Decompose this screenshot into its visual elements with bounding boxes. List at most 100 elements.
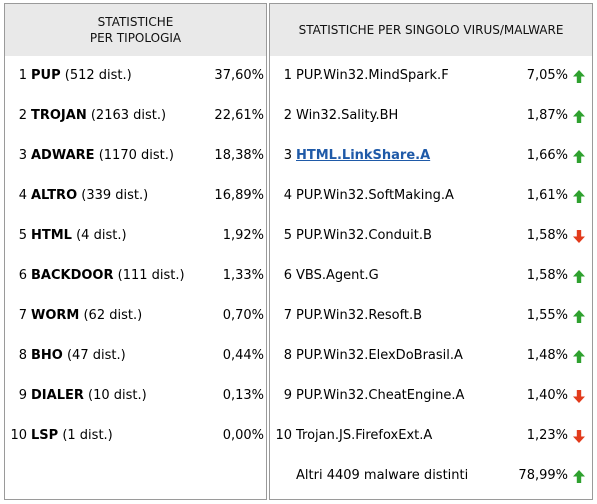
malware-name: PUP.Win32.SoftMaking.A xyxy=(296,188,454,203)
type-name: HTML xyxy=(31,228,72,243)
type-percent: 0,13% xyxy=(222,388,264,403)
malware-row: 3 HTML.LinkShare.A 1,66% xyxy=(270,146,592,166)
malware-statistics-header: STATISTICHE PER SINGOLO VIRUS/MALWARE xyxy=(270,4,592,56)
type-name: TROJAN xyxy=(31,108,87,123)
type-row: 4 ALTRO (339 dist.) 16,89% xyxy=(5,186,266,206)
other-malware-row: Altri 4409 malware distinti 78,99% xyxy=(270,466,592,486)
malware-percent: 1,23% xyxy=(526,428,568,443)
type-percent: 18,38% xyxy=(214,148,264,163)
malware-name: PUP.Win32.Conduit.B xyxy=(296,228,432,243)
malware-rank: 8 xyxy=(283,348,292,363)
malware-rank: 1 xyxy=(283,68,292,83)
malware-name: Win32.Sality.BH xyxy=(296,108,399,123)
type-rank: 1 xyxy=(18,68,27,83)
malware-rank: 7 xyxy=(283,308,292,323)
type-rank: 5 xyxy=(18,228,27,243)
type-rank: 4 xyxy=(18,188,27,203)
type-detail: (339 dist.) xyxy=(81,188,149,203)
malware-name: PUP.Win32.Resoft.B xyxy=(296,308,423,323)
type-name: ALTRO xyxy=(31,188,78,203)
malware-rank: 9 xyxy=(283,388,292,403)
type-name: DIALER xyxy=(31,388,84,403)
type-label: DIALER (10 dist.) xyxy=(31,386,147,406)
type-rank: 3 xyxy=(18,148,27,163)
type-name: WORM xyxy=(31,308,80,323)
malware-name: VBS.Agent.G xyxy=(296,268,379,283)
type-row: 1 PUP (512 dist.) 37,60% xyxy=(5,66,266,86)
type-row: 8 BHO (47 dist.) 0,44% xyxy=(5,346,266,366)
type-label: HTML (4 dist.) xyxy=(31,226,127,246)
malware-rank: 4 xyxy=(283,188,292,203)
malware-percent: 1,40% xyxy=(526,388,568,403)
malware-name: Trojan.JS.FirefoxExt.A xyxy=(296,428,433,443)
type-rank: 2 xyxy=(18,108,27,123)
type-rank: 7 xyxy=(18,308,27,323)
malware-name-link[interactable]: HTML.LinkShare.A xyxy=(296,148,431,163)
malware-row: 10 Trojan.JS.FirefoxExt.A 1,23% xyxy=(270,426,592,446)
type-detail: (47 dist.) xyxy=(66,348,126,363)
malware-rank: 2 xyxy=(283,108,292,123)
malware-row: 2 Win32.Sality.BH 1,87% xyxy=(270,106,592,126)
type-name: LSP xyxy=(31,428,59,443)
trend-up-arrow-icon xyxy=(573,270,585,283)
trend-down-arrow-icon xyxy=(573,390,585,403)
malware-rank: 3 xyxy=(283,148,292,163)
type-name: BACKDOOR xyxy=(31,268,114,283)
malware-rank: 10 xyxy=(275,428,292,443)
malware-row: 6 VBS.Agent.G 1,58% xyxy=(270,266,592,286)
type-detail: (62 dist.) xyxy=(83,308,143,323)
type-percent: 22,61% xyxy=(214,108,264,123)
type-rank: 10 xyxy=(10,428,27,443)
type-percent: 0,00% xyxy=(222,428,264,443)
type-percent: 1,92% xyxy=(222,228,264,243)
type-row: 2 TROJAN (2163 dist.) 22,61% xyxy=(5,106,266,126)
type-rank: 6 xyxy=(18,268,27,283)
type-detail: (1 dist.) xyxy=(62,428,113,443)
malware-row: 5 PUP.Win32.Conduit.B 1,58% xyxy=(270,226,592,246)
trend-down-arrow-icon xyxy=(573,430,585,443)
type-percent: 16,89% xyxy=(214,188,264,203)
type-detail: (111 dist.) xyxy=(117,268,185,283)
type-name: PUP xyxy=(31,68,61,83)
type-label: PUP (512 dist.) xyxy=(31,66,132,86)
malware-row: 9 PUP.Win32.CheatEngine.A 1,40% xyxy=(270,386,592,406)
malware-percent: 1,61% xyxy=(526,188,568,203)
type-label: ALTRO (339 dist.) xyxy=(31,186,148,206)
type-row: 10 LSP (1 dist.) 0,00% xyxy=(5,426,266,446)
type-percent: 0,70% xyxy=(222,308,264,323)
trend-up-arrow-icon xyxy=(573,470,585,483)
malware-row: 8 PUP.Win32.ElexDoBrasil.A 1,48% xyxy=(270,346,592,366)
trend-up-arrow-icon xyxy=(573,150,585,163)
type-statistics-header: STATISTICHE PER TIPOLOGIA xyxy=(5,4,266,56)
malware-percent: 1,58% xyxy=(526,228,568,243)
type-name: BHO xyxy=(31,348,63,363)
malware-row: 1 PUP.Win32.MindSpark.F 7,05% xyxy=(270,66,592,86)
type-detail: (10 dist.) xyxy=(88,388,147,403)
type-statistics-panel: STATISTICHE PER TIPOLOGIA 1 PUP (512 dist… xyxy=(4,3,267,500)
malware-name: PUP.Win32.CheatEngine.A xyxy=(296,388,465,403)
type-rank: 8 xyxy=(18,348,27,363)
type-row: 7 WORM (62 dist.) 0,70% xyxy=(5,306,266,326)
type-detail: (4 dist.) xyxy=(76,228,127,243)
type-label: BHO (47 dist.) xyxy=(31,346,126,366)
trend-up-arrow-icon xyxy=(573,70,585,83)
trend-up-arrow-icon xyxy=(573,110,585,123)
other-malware-label: Altri 4409 malware distinti xyxy=(296,468,469,483)
malware-percent: 1,66% xyxy=(526,148,568,163)
type-percent: 0,44% xyxy=(222,348,264,363)
type-label: BACKDOOR (111 dist.) xyxy=(31,266,185,286)
malware-percent: 1,58% xyxy=(526,268,568,283)
malware-percent: 1,48% xyxy=(526,348,568,363)
type-row: 3 ADWARE (1170 dist.) 18,38% xyxy=(5,146,266,166)
malware-percent: 7,05% xyxy=(526,68,568,83)
trend-up-arrow-icon xyxy=(573,310,585,323)
type-rank: 9 xyxy=(18,388,27,403)
malware-rank: 5 xyxy=(283,228,292,243)
other-malware-percent: 78,99% xyxy=(518,468,568,483)
type-statistics-title-line2: PER TIPOLOGIA xyxy=(89,31,182,45)
type-row: 9 DIALER (10 dist.) 0,13% xyxy=(5,386,266,406)
malware-rank: 6 xyxy=(283,268,292,283)
trend-down-arrow-icon xyxy=(573,230,585,243)
malware-statistics-title: STATISTICHE PER SINGOLO VIRUS/MALWARE xyxy=(298,23,564,37)
